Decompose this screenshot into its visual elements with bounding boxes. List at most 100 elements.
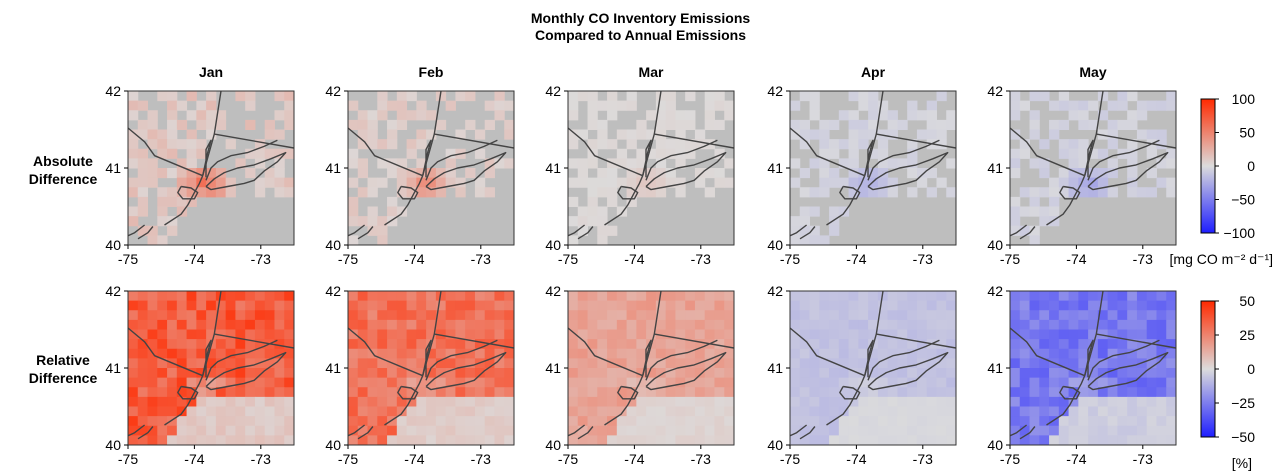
heatmap-cell	[1078, 119, 1089, 131]
x-tick-label: -73	[251, 451, 271, 467]
heatmap-cell	[176, 206, 188, 217]
heatmap-cell	[790, 300, 801, 311]
heatmap-cell	[646, 300, 657, 311]
heatmap-cell	[445, 416, 456, 427]
heatmap-cell	[264, 119, 275, 131]
heatmap-cell	[1010, 91, 1021, 102]
heatmap-cell	[848, 158, 859, 169]
heatmap-cell	[936, 435, 947, 445]
heatmap-cell	[685, 110, 696, 121]
heatmap-cell	[946, 339, 956, 350]
y-tick-label: 40	[987, 237, 1003, 253]
heatmap-cell	[1029, 406, 1040, 417]
heatmap-cell	[445, 100, 456, 111]
heatmap-cell	[868, 329, 879, 340]
heatmap-cell	[848, 310, 859, 321]
state-boundary-line	[642, 139, 652, 178]
heatmap-cell	[838, 368, 850, 379]
state-boundary-line	[790, 127, 865, 177]
heatmap-cell	[665, 100, 676, 111]
state-boundary-line	[799, 426, 816, 440]
heatmap-cell	[474, 368, 486, 379]
heatmap-cell	[137, 329, 149, 340]
heatmap-cell	[176, 435, 188, 445]
heatmap-cell	[157, 348, 168, 359]
heatmap-cell	[607, 435, 618, 445]
heatmap-cell	[587, 435, 598, 445]
heatmap-cell	[675, 368, 686, 379]
heatmap-cell	[577, 329, 589, 340]
heatmap-cell	[367, 416, 378, 427]
heatmap-cell	[568, 158, 579, 169]
heatmap-cell	[907, 396, 918, 408]
heatmap-cell	[235, 158, 246, 169]
heatmap-cell	[1010, 158, 1021, 169]
state-boundary-line	[205, 151, 287, 191]
heatmap-cell	[799, 187, 811, 198]
heatmap-cell	[646, 387, 657, 398]
heatmap-cell	[1136, 416, 1148, 427]
heatmap-cell	[1010, 339, 1021, 350]
heatmap-cell	[636, 387, 647, 398]
heatmap-cell	[176, 348, 188, 359]
heatmap-cell	[1136, 129, 1148, 140]
heatmap-cell	[377, 435, 388, 445]
heatmap-cell	[597, 396, 608, 408]
heatmap-cell	[577, 310, 589, 321]
heatmap-cell	[946, 368, 956, 379]
month-title-mar: Mar	[639, 64, 664, 80]
heatmap-cell	[377, 377, 388, 388]
heatmap-cell	[206, 119, 217, 131]
heatmap-cell	[877, 348, 889, 359]
heatmap-cell	[685, 425, 696, 436]
heatmap-cell	[167, 129, 178, 140]
heatmap-cell	[916, 406, 928, 417]
heatmap-cell	[790, 129, 801, 140]
heatmap-cell	[1166, 319, 1176, 331]
heatmap-cell	[1127, 358, 1138, 369]
heatmap-cell	[597, 387, 608, 398]
heatmap-cell	[829, 310, 840, 321]
heatmap-cell	[215, 358, 227, 369]
heatmap-cell	[799, 206, 811, 217]
heatmap-cell	[916, 387, 928, 398]
heatmap-cell	[926, 435, 937, 445]
heatmap-cell	[587, 425, 598, 436]
heatmap-cell	[1127, 168, 1138, 179]
heatmap-cell	[284, 291, 294, 302]
heatmap-cell	[790, 425, 801, 436]
heatmap-cell	[936, 406, 947, 417]
heatmap-cell	[406, 187, 417, 198]
heatmap-cell	[1127, 348, 1138, 359]
x-tick-label: -75	[1000, 251, 1020, 267]
heatmap-cell	[167, 319, 178, 331]
heatmap-cell	[946, 329, 956, 340]
heatmap-cell	[455, 300, 466, 311]
heatmap-cell	[128, 416, 139, 427]
heatmap-cell	[1156, 300, 1167, 311]
heatmap-cell	[1049, 310, 1060, 321]
heatmap-cell	[245, 406, 256, 417]
y-tick-label: 42	[325, 83, 341, 99]
heatmap-cell	[848, 396, 859, 408]
heatmap-cell	[157, 148, 168, 159]
heatmap-cell	[128, 310, 139, 321]
heatmap-cell	[176, 416, 188, 427]
heatmap-cell	[494, 406, 505, 417]
heatmap-cell	[406, 110, 417, 121]
heatmap-cell	[819, 119, 830, 131]
heatmap-cell	[1117, 91, 1128, 102]
heatmap-cell	[616, 148, 628, 159]
heatmap-cell	[694, 339, 706, 350]
heatmap-cell	[868, 91, 879, 102]
heatmap-cell	[636, 300, 647, 311]
heatmap-cell	[607, 406, 618, 417]
heatmap-cell	[646, 396, 657, 408]
state-boundary-line	[1084, 339, 1094, 378]
heatmap-cell	[426, 300, 437, 311]
heatmap-cell	[357, 129, 369, 140]
heatmap-cell	[348, 387, 359, 398]
heatmap-cell	[819, 406, 830, 417]
heatmap-cell	[897, 310, 908, 321]
heatmap-cell	[426, 387, 437, 398]
